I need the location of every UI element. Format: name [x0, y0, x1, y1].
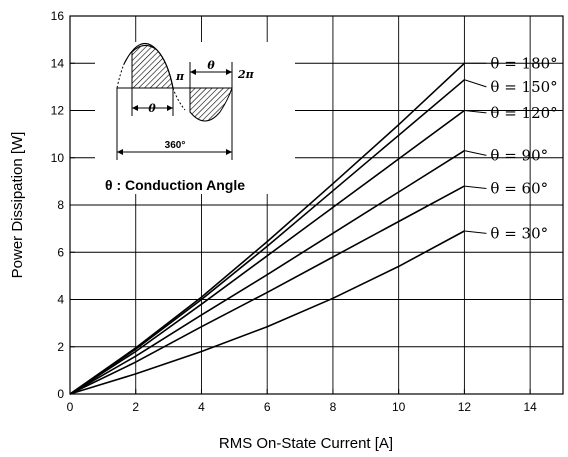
- y-tick-label: 12: [51, 104, 65, 118]
- x-tick-label: 6: [264, 400, 271, 414]
- series-line: [69, 150, 465, 395]
- series-line: [69, 230, 465, 395]
- x-tick-label: 4: [198, 400, 205, 414]
- conduction-angle-note: θ : Conduction Angle: [105, 177, 245, 193]
- series-label: θ = 90°: [490, 146, 548, 164]
- x-tick-label: 10: [392, 400, 406, 414]
- series-leader-line: [464, 79, 487, 88]
- y-tick-label: 14: [51, 56, 65, 70]
- conduction-angle-inset: θ 2π π θ 360° θ : Conduction Angle: [95, 42, 295, 194]
- y-tick-label: 4: [57, 293, 64, 307]
- series-label: θ = 180°: [490, 54, 557, 72]
- x-tick-label: 14: [523, 400, 537, 414]
- x-tick-label: 2: [132, 400, 139, 414]
- x-axis-title: RMS On-State Current [A]: [219, 435, 393, 452]
- series-label: θ = 60°: [490, 179, 548, 197]
- inset-pi: π: [175, 70, 185, 83]
- series-label: θ = 150°: [490, 78, 557, 96]
- y-tick-label: 10: [51, 151, 65, 165]
- series-label: θ = 120°: [490, 104, 557, 122]
- inset-360: 360°: [165, 140, 186, 151]
- x-tick-label: 12: [458, 400, 472, 414]
- series-leader-line: [464, 185, 487, 189]
- series-leader-line: [464, 230, 487, 234]
- series-line: [69, 109, 465, 395]
- series-line: [69, 62, 465, 395]
- series-line: [69, 79, 465, 395]
- axes: 0 2 4 6 8 10 12 14 0 2 4 6 8 10 12 14 16: [51, 9, 564, 414]
- y-tick-label: 2: [57, 340, 64, 354]
- y-tick-label: 6: [57, 245, 64, 259]
- series-line: [69, 185, 465, 395]
- inset-theta-lower: θ: [148, 102, 156, 115]
- y-tick-label: 16: [51, 9, 65, 23]
- inset-two-pi: 2π: [237, 68, 255, 81]
- series-leader-line: [464, 150, 487, 156]
- x-tick-label: 8: [330, 400, 337, 414]
- curves: [69, 62, 465, 395]
- y-axis-title: Power Dissipation [W]: [9, 132, 26, 279]
- inset-theta-top: θ: [207, 59, 215, 72]
- series-label: θ = 30°: [490, 224, 548, 242]
- series-leader-line: [464, 110, 487, 114]
- x-tick-label: 0: [67, 400, 74, 414]
- y-tick-label: 0: [57, 387, 64, 401]
- series-labels: θ = 180° θ = 150° θ = 120° θ = 90° θ = 60° θ …: [464, 54, 558, 242]
- y-tick-label: 8: [57, 198, 64, 212]
